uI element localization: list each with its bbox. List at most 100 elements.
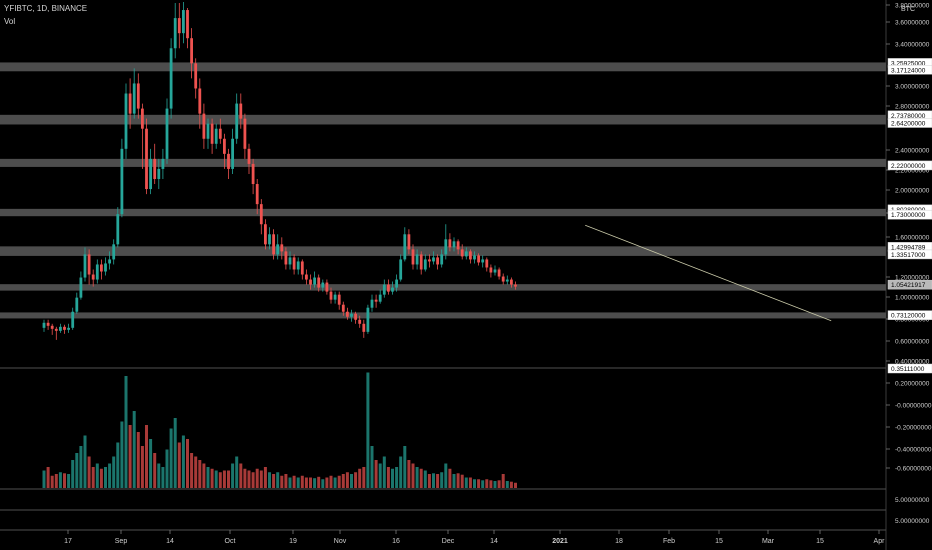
volume-bar — [288, 477, 292, 488]
volume-bar — [75, 453, 79, 488]
volume-bar — [341, 474, 345, 488]
candle-body — [276, 244, 280, 255]
zone-label: 1.42994789 — [891, 244, 926, 251]
candle-body — [112, 244, 116, 260]
time-tick-label: Nov — [334, 538, 347, 545]
volume-bar — [309, 477, 312, 488]
candle-body — [505, 279, 509, 282]
candles-layer — [42, 2, 517, 340]
time-tick-label: Dec — [442, 538, 455, 545]
candle-body — [313, 277, 316, 285]
volume-bar — [104, 467, 107, 488]
volume-bar — [350, 474, 353, 488]
volume-bar — [99, 468, 103, 488]
zone-label: 1.33517000 — [891, 252, 926, 259]
zone-label: 2.64200000 — [891, 120, 926, 127]
candle-body — [288, 257, 292, 265]
candle-body — [157, 168, 161, 179]
volume-bar — [395, 467, 399, 488]
candle-body — [54, 328, 58, 331]
volume-bar — [194, 456, 198, 488]
candle-body — [464, 251, 468, 257]
candle-body — [214, 128, 218, 144]
zone-label: 1.73000000 — [891, 212, 926, 219]
volume-bar — [296, 477, 300, 488]
candle-body — [428, 259, 431, 262]
candle-body — [501, 276, 505, 282]
zone-label-box — [887, 209, 932, 220]
volume-bar — [181, 435, 185, 488]
volume-bar — [432, 473, 435, 488]
volume-bar — [333, 477, 337, 488]
price-tick-label: 2.20000000 — [895, 168, 930, 175]
volume-bar — [268, 472, 271, 488]
zone-band — [0, 114, 886, 125]
time-tick-label: 2021 — [552, 538, 568, 545]
volume-bar — [198, 460, 202, 488]
zone-label-box — [887, 118, 932, 128]
volume-bar — [247, 470, 251, 488]
volume-bar — [79, 446, 83, 488]
volume-bar — [63, 473, 66, 488]
volume-bar — [304, 477, 308, 488]
zone-label: 2.73780000 — [891, 113, 926, 120]
volume-bar — [374, 460, 378, 488]
candle-body — [358, 319, 362, 324]
candle-body — [71, 311, 75, 328]
candle-body — [292, 257, 296, 270]
volume-bar — [95, 463, 99, 488]
zone-label-box — [887, 310, 932, 320]
candle-body — [382, 284, 386, 295]
candle-body — [95, 264, 99, 280]
symbol-title: YFIBTC, 1D, BINANCE — [4, 4, 88, 13]
time-axis[interactable]: 17 Sep 14 Oct 19 Nov 16 Dec 14 2021 18 Feb 15 Mar 15 Ap… — [64, 530, 885, 545]
candle-body — [149, 158, 152, 190]
volume-bar — [473, 479, 476, 488]
volume-bar — [42, 470, 46, 488]
volume-bar — [436, 474, 440, 488]
candle-body — [403, 234, 407, 260]
candle-body — [473, 255, 476, 260]
candle-body — [341, 304, 345, 312]
volume-bar — [321, 479, 325, 488]
volume-bar — [337, 475, 341, 488]
time-tick-label: Sep — [115, 538, 128, 545]
volume-bar — [489, 480, 493, 488]
support-resistance-zones — [0, 62, 886, 319]
volume-bar — [214, 470, 218, 488]
volume-bar — [46, 467, 50, 488]
volume-bar — [370, 446, 374, 488]
price-tick-label: 3.40000000 — [895, 42, 930, 49]
candle-body — [456, 241, 460, 250]
candle-body — [120, 148, 124, 215]
candle-body — [202, 113, 206, 139]
candle-body — [153, 158, 157, 179]
price-tick-label: 1.00000000 — [895, 295, 930, 302]
volume-bar — [124, 376, 128, 488]
candle-body — [198, 88, 202, 114]
volume-bar — [477, 479, 481, 488]
candle-body — [329, 291, 333, 300]
candle-body — [300, 261, 304, 275]
zone-label: 0.35111000 — [891, 366, 925, 373]
volume-bar — [464, 477, 468, 488]
volume-tick-label: -0.60000000 — [895, 466, 932, 473]
candle-body — [407, 234, 411, 250]
volume-bar — [493, 481, 497, 488]
volume-bar — [407, 460, 411, 488]
volume-bar — [218, 472, 222, 488]
indicator-tick-label: 5.00000000 — [895, 518, 930, 525]
price-axis[interactable]: 3.80000000 3.60000000 3.40000000 3.00000000… — [886, 3, 932, 526]
candle-body — [411, 249, 415, 265]
zone-label-box — [887, 249, 932, 260]
volume-bar — [263, 467, 267, 488]
candle-body — [325, 282, 329, 292]
volume-bar — [186, 439, 189, 488]
volume-bar — [177, 442, 181, 488]
volume-bar — [153, 453, 157, 488]
candle-body — [272, 234, 275, 255]
time-tick-label: Feb — [663, 538, 675, 545]
candle-body — [350, 313, 353, 317]
